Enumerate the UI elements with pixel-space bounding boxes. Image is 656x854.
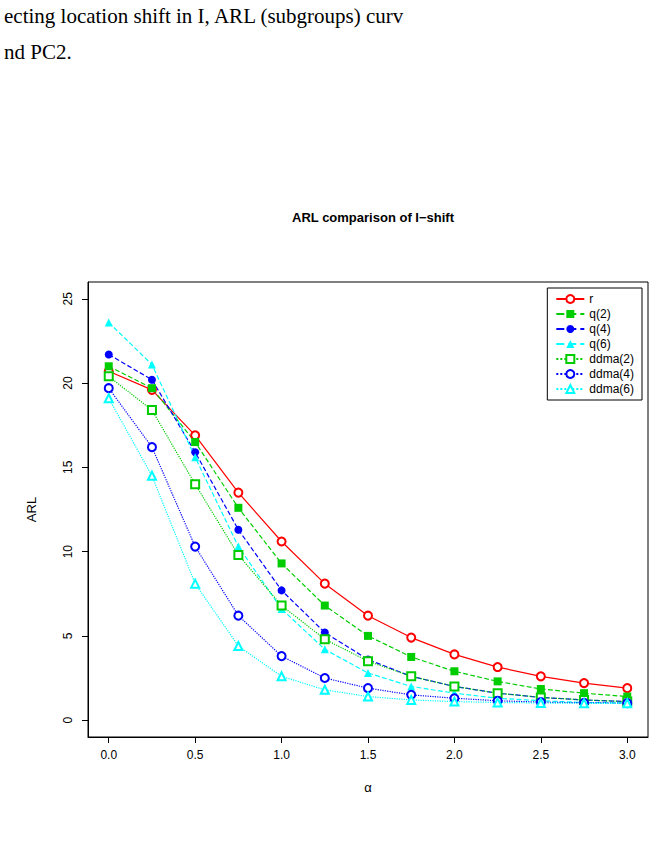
svg-text:15: 15	[61, 460, 75, 474]
svg-text:10: 10	[61, 545, 75, 559]
svg-text:25: 25	[61, 292, 75, 306]
svg-text:2.0: 2.0	[446, 748, 463, 762]
html-text:nd PC2.: nd PC2.	[4, 40, 72, 64]
svg-text:0.5: 0.5	[187, 748, 204, 762]
svg-text:ARL comparison of I−shift: ARL comparison of I−shift	[292, 210, 455, 225]
svg-text:α: α	[364, 780, 372, 795]
svg-text:ddma(4): ddma(4)	[589, 367, 634, 381]
svg-text:0.0: 0.0	[100, 748, 117, 762]
svg-text:r: r	[589, 292, 593, 306]
svg-text:q(2): q(2)	[589, 307, 610, 321]
svg-text:ARL: ARL	[24, 497, 39, 522]
svg-text:1.0: 1.0	[273, 748, 290, 762]
svg-text:3.0: 3.0	[619, 748, 636, 762]
svg-text:q(6): q(6)	[589, 337, 610, 351]
svg-text:5: 5	[61, 632, 75, 639]
svg-text:ddma(6): ddma(6)	[589, 382, 634, 396]
svg-text:ddma(2): ddma(2)	[589, 352, 634, 366]
svg-text:2.5: 2.5	[532, 748, 549, 762]
svg-text:20: 20	[61, 376, 75, 390]
html-text:ecting location shift in I, AR: ecting location shift in I, ARL (subgrou…	[4, 4, 404, 28]
svg-text:1.5: 1.5	[360, 748, 377, 762]
svg-text:0: 0	[61, 716, 75, 723]
svg-text:q(4): q(4)	[589, 322, 610, 336]
